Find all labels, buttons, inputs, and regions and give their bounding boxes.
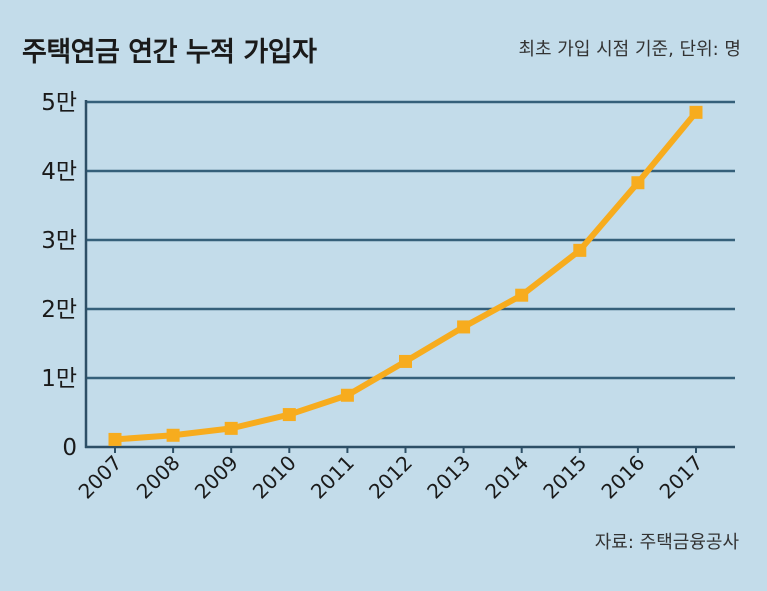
data-point-2010 [282,408,296,422]
data-point-2013 [457,320,471,334]
data-point-2015 [573,243,587,257]
x-tick-label-7: 2014 [480,451,533,504]
y-tick-label-0: 0 [62,435,77,461]
x-tick-label-8: 2015 [538,451,591,504]
source-note: 자료: 주택금융공사 [594,532,739,553]
x-tick-label-5: 2012 [364,451,417,504]
series-line-0 [112,109,699,443]
x-axis-ticks: 2007 2008 2009 2010 2011 2012 2013 2014 2015 2016… [74,451,708,504]
data-point-2011 [340,388,354,402]
y-tick-label-5: 5만 [41,90,77,116]
data-point-2009 [224,421,238,435]
data-point-2007 [108,432,122,446]
x-tick-label-4: 2011 [306,451,359,504]
x-tick-label-1: 2008 [132,451,185,504]
x-tick-label-10: 2017 [655,451,708,504]
chart-title: 주택연금 연간 누적 가입자 [22,37,317,68]
data-point-2008 [166,428,180,442]
y-tick-label-4: 4만 [41,159,77,185]
x-tick-label-6: 2013 [422,451,475,504]
x-tick-label-9: 2016 [596,451,649,504]
data-point-2016 [631,176,645,190]
y-tick-label-1: 1만 [41,366,77,392]
y-axis-ticks: 0 1만 2만 3만 4만 5만 [41,90,77,461]
x-tick-label-3: 2010 [248,451,301,504]
y-tick-label-3: 3만 [41,228,77,254]
grid-lines [86,100,735,380]
y-tick-label-2: 2만 [41,297,77,323]
chart-subtitle: 최초 가입 시점 기준, 단위: 명 [518,39,741,60]
series-layer [108,105,703,446]
data-point-2012 [399,354,412,368]
x-tick-label-0: 2007 [74,451,127,504]
data-point-2017 [689,105,703,119]
x-tick-label-2: 2009 [190,451,243,504]
data-point-2014 [515,288,529,302]
axes [84,100,735,453]
